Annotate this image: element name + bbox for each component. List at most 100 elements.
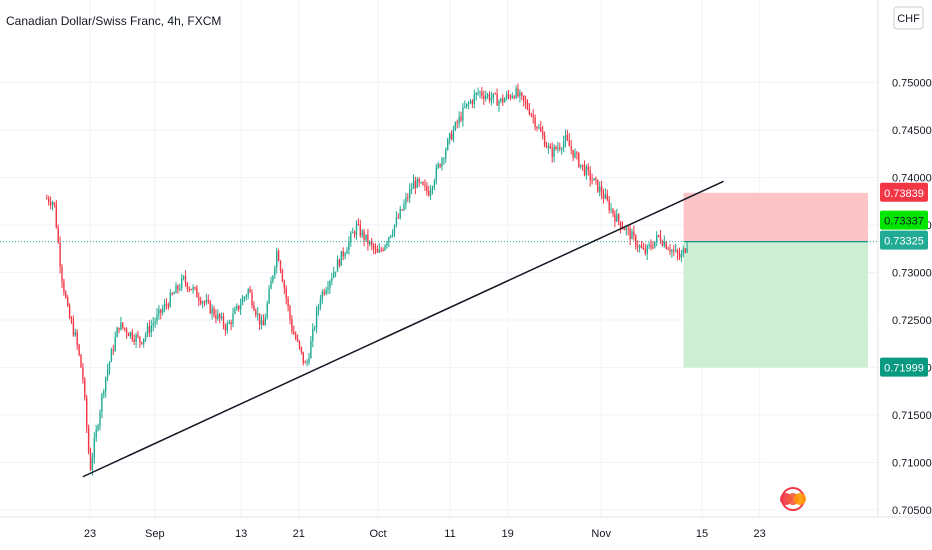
candle-body xyxy=(401,209,403,211)
candle-body xyxy=(150,325,152,333)
candle-body xyxy=(637,246,639,248)
candle-body xyxy=(304,362,306,364)
candle-body xyxy=(570,146,572,150)
candle-body xyxy=(371,241,373,245)
candle-body xyxy=(245,295,247,298)
candle-body xyxy=(521,92,523,96)
candle-body xyxy=(595,178,597,180)
price-badge-text: 0.73839 xyxy=(884,188,924,200)
candle-body xyxy=(597,179,599,192)
candle-body xyxy=(222,316,225,326)
candle-body xyxy=(614,214,616,222)
candle-body xyxy=(87,427,90,453)
candle-body xyxy=(57,227,59,243)
candle-body xyxy=(390,235,392,238)
candle-body xyxy=(561,148,563,150)
candle-body xyxy=(418,178,420,183)
candle-body xyxy=(72,321,75,336)
candle-body xyxy=(281,270,284,282)
candle-body xyxy=(108,361,111,370)
candle-body xyxy=(376,249,379,253)
time-tick-label: 23 xyxy=(84,528,96,540)
currency-button[interactable]: CHF xyxy=(893,6,924,30)
candle-body xyxy=(523,95,525,101)
overlays[interactable] xyxy=(0,180,878,478)
candle-body xyxy=(129,332,132,337)
candle-body xyxy=(192,287,194,291)
candle-body xyxy=(608,199,610,211)
candle-body xyxy=(640,245,643,248)
candle-body xyxy=(599,186,601,192)
candle-body xyxy=(526,102,529,109)
candle-body xyxy=(460,116,462,121)
candle-body xyxy=(380,249,382,251)
candle-body xyxy=(160,309,162,313)
candle-body xyxy=(528,108,531,115)
candle-body xyxy=(450,133,453,140)
candle-body xyxy=(228,322,230,324)
candle-body xyxy=(583,164,586,175)
candle-body xyxy=(532,115,534,118)
candle-body xyxy=(139,336,141,343)
candle-body xyxy=(562,141,565,149)
candle-body xyxy=(365,234,367,240)
position-zones[interactable] xyxy=(683,192,868,368)
candle-body xyxy=(675,250,677,252)
candles xyxy=(46,83,688,476)
candle-body xyxy=(344,253,346,257)
candle-body xyxy=(485,96,487,99)
time-tick-label: 13 xyxy=(235,528,247,540)
candle-body xyxy=(177,285,179,290)
candle-body xyxy=(397,217,399,219)
candle-body xyxy=(559,147,561,149)
candle-body xyxy=(230,322,232,325)
candle-body xyxy=(241,298,244,306)
candle-body xyxy=(306,362,308,364)
candle-body xyxy=(384,245,386,250)
candle-body xyxy=(509,95,512,98)
candle-body xyxy=(190,288,192,291)
candle-body xyxy=(547,146,550,148)
candle-body xyxy=(678,253,681,258)
candle-body xyxy=(378,249,380,253)
time-tick-label: Oct xyxy=(369,528,386,540)
candle-body xyxy=(369,241,371,245)
candle-body xyxy=(205,299,208,303)
candle-body xyxy=(53,202,56,205)
candle-body xyxy=(686,248,688,253)
candle-body xyxy=(367,234,369,245)
candle-body xyxy=(515,88,517,98)
candle-body xyxy=(279,261,282,271)
candle-body xyxy=(513,96,515,98)
grid xyxy=(0,0,878,517)
candle-body xyxy=(357,224,360,226)
candle-body xyxy=(618,214,620,222)
candle-body xyxy=(576,152,578,154)
time-tick-label: Sep xyxy=(145,528,165,540)
candle-body xyxy=(600,186,603,195)
candle-body xyxy=(669,249,671,252)
candle-body xyxy=(287,298,289,307)
candle-body xyxy=(652,247,654,249)
candle-body xyxy=(536,126,538,129)
candle-body xyxy=(82,367,84,380)
candle-body xyxy=(426,185,428,192)
canada-flag-icon[interactable] xyxy=(780,487,806,511)
candle-body xyxy=(388,237,390,243)
candle-body xyxy=(184,276,187,284)
candle-body xyxy=(412,181,415,189)
candle-body xyxy=(587,166,589,171)
candle-body xyxy=(386,242,388,246)
candle-body xyxy=(289,306,291,320)
price-tick-label: 0.75000 xyxy=(892,78,932,90)
candle-body xyxy=(665,241,667,249)
candle-body xyxy=(403,203,405,210)
candle-body xyxy=(327,287,329,291)
candle-body xyxy=(220,316,223,319)
candle-body xyxy=(572,149,574,158)
time-axis[interactable]: 23 Sep 13 21 Oct 11 19 Nov 15 23 xyxy=(84,528,766,540)
take-profit-zone xyxy=(683,241,868,368)
candle-body xyxy=(623,228,626,231)
candle-body xyxy=(99,411,101,426)
